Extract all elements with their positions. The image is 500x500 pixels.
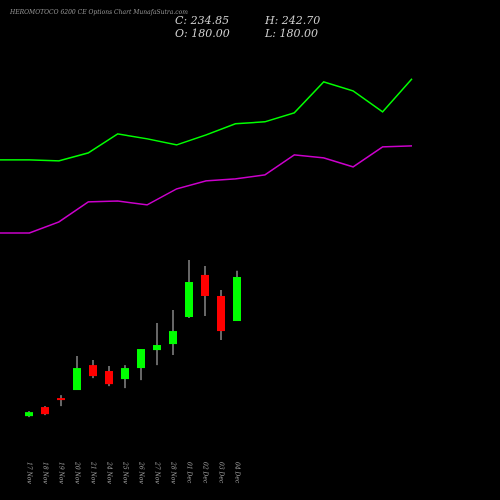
candle-body bbox=[25, 412, 33, 417]
candle-body bbox=[217, 295, 225, 332]
candle-body bbox=[153, 345, 161, 351]
band-line bbox=[0, 145, 413, 234]
x-tick-label: 28 Nov bbox=[170, 461, 177, 484]
band-line bbox=[0, 78, 413, 162]
x-tick-label: 18 Nov bbox=[42, 462, 49, 484]
x-tick-label: 26 Nov bbox=[138, 461, 145, 484]
candle-body bbox=[41, 407, 49, 415]
x-tick-label: 17 Nov bbox=[26, 462, 33, 484]
x-tick-label: 03 Dec bbox=[218, 462, 225, 484]
x-tick-label: 27 Nov bbox=[154, 461, 161, 484]
x-tick-label: 24 Nov bbox=[106, 461, 113, 484]
x-tick-label: 19 Nov bbox=[58, 462, 65, 484]
high-label: H: 242.70 bbox=[264, 14, 320, 27]
candle-body bbox=[233, 277, 241, 322]
x-tick-label: 25 Nov bbox=[122, 461, 129, 484]
candle-body bbox=[73, 368, 81, 391]
close-label: C: 234.85 bbox=[175, 14, 229, 27]
chart-title: HEROMOTOCO 6200 CE Options Chart MunafaS… bbox=[9, 9, 188, 16]
x-tick-label: 04 Dec bbox=[234, 462, 241, 484]
open-label: O: 180.00 bbox=[175, 27, 230, 40]
candle-body bbox=[169, 331, 177, 345]
candle-body bbox=[185, 282, 193, 318]
candle-body bbox=[105, 371, 113, 385]
x-tick-label: 02 Dec bbox=[202, 462, 209, 484]
candle-body bbox=[137, 349, 145, 369]
x-tick-label: 01 Dec bbox=[186, 462, 193, 484]
candle-body bbox=[57, 398, 65, 401]
x-tick-label: 21 Nov bbox=[90, 461, 97, 484]
candle-body bbox=[201, 274, 209, 296]
candle-body bbox=[89, 365, 97, 377]
x-tick-label: 20 Nov bbox=[74, 461, 81, 484]
candle-body bbox=[121, 368, 129, 380]
low-label: L: 180.00 bbox=[264, 27, 318, 40]
